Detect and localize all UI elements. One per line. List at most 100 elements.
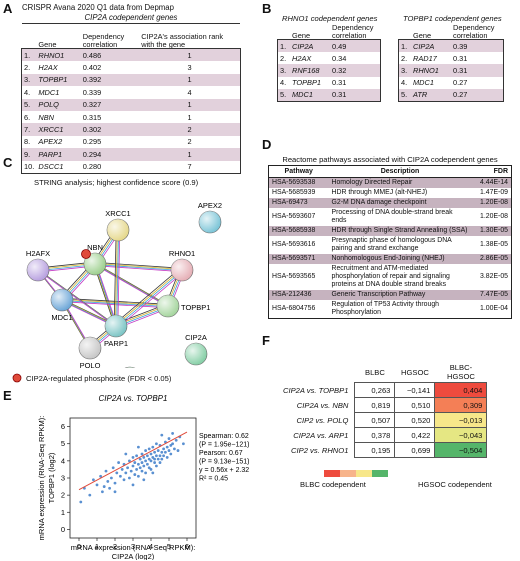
pathway-id: HSA-5693565 — [272, 273, 316, 280]
pathway-id: HSA-5693571 — [272, 255, 316, 262]
scatter-point — [160, 450, 164, 454]
panel-b-letter: B — [262, 1, 272, 16]
x-tick-label: 6 — [185, 542, 189, 551]
hgsoc-value: 0,422 — [394, 427, 436, 443]
scatter-point — [169, 444, 173, 447]
legend-swatch — [340, 470, 356, 477]
network-node-label: NBN — [87, 243, 103, 252]
legend-swatch — [356, 470, 372, 477]
y-tick-label: 6 — [61, 422, 65, 431]
scatter-point — [169, 452, 173, 456]
dependency-correlation: 0.27 — [453, 90, 468, 100]
scatter-point — [182, 442, 185, 446]
blbc-value: 0,195 — [354, 442, 396, 458]
scatter-point — [115, 471, 119, 475]
dependency-correlation: 0.27 — [453, 78, 468, 88]
panel-a-subtitle: CIP2A codependent genes — [84, 13, 178, 22]
scatter-point — [88, 493, 92, 497]
gene-name: RAD17 — [413, 53, 437, 63]
scatter-point — [149, 468, 153, 471]
row-number: 4. — [280, 78, 287, 88]
phosphosite-marker — [81, 249, 91, 259]
panel-b-right-table: Gene Dependency correlation 1. CIP2A 0.39 2… — [398, 23, 504, 102]
scatter-point — [160, 433, 164, 437]
panel-d-header-description: Description — [328, 165, 472, 178]
scatter-point — [174, 438, 178, 442]
gene-name: DSCC1 — [38, 162, 64, 172]
x-axis-label: CIP2A (log2) — [112, 552, 155, 560]
panel-a-row: 5. POLQ 0.327 1 — [22, 98, 240, 111]
row-number: 5. — [24, 100, 31, 110]
scatter-point — [165, 456, 169, 459]
gene-name: H2AX — [38, 63, 58, 73]
network-node-label: CIP2A — [185, 333, 207, 342]
stat-line: Spearman: 0.62 — [199, 433, 249, 440]
panel-c-letter: C — [3, 155, 13, 170]
pathway-fdr: 3.82E-05 — [480, 273, 508, 280]
row-number: 8. — [24, 137, 31, 147]
dependency-correlation: 0.34 — [332, 53, 347, 63]
network-edge — [116, 230, 119, 327]
y-tick-label: 2 — [61, 491, 65, 500]
y-tick-label: 0 — [61, 525, 65, 534]
network-node-label: TOPBP1 — [181, 303, 210, 312]
association-rank: 1 — [187, 112, 192, 122]
panel-a-row: 4. MDC1 0.339 4 — [22, 86, 240, 98]
network-node-highlight — [27, 259, 49, 281]
network-edge — [113, 267, 181, 325]
scatter-point — [151, 456, 155, 459]
blbc-value: 0,819 — [354, 397, 396, 413]
network-node-highlight — [199, 211, 221, 233]
panel-b-row: 2. H2AX 0.34 — [278, 52, 380, 64]
dependency-correlation: 0.31 — [453, 65, 468, 75]
scatter-point — [104, 469, 108, 473]
scatter-point — [142, 464, 146, 468]
panel-d-header-fdr: FDR — [471, 165, 512, 178]
panel-b-row: 5. MDC1 0.31 — [278, 88, 380, 101]
scatter-point — [131, 456, 135, 459]
network-node-highlight — [185, 343, 207, 365]
network-edge — [115, 269, 182, 326]
scatter-point — [176, 449, 180, 452]
scatter-point — [155, 442, 158, 446]
row-number: 6. — [24, 112, 31, 122]
scatter-point — [173, 447, 176, 451]
scatter-point — [153, 461, 157, 464]
scatter-point — [124, 452, 128, 456]
network-node-highlight — [107, 219, 129, 241]
panel-f-header-blbc: BLBC — [365, 367, 385, 377]
gene-name: MDC1 — [413, 78, 434, 88]
dependency-correlation: 0.302 — [82, 125, 102, 135]
panel-b-row: 4. MDC1 0.27 — [399, 77, 503, 89]
panel-a-row: 8. APEX2 0.295 2 — [22, 136, 240, 148]
pathway-fdr: 1.20E-08 — [480, 199, 508, 206]
network-edge — [95, 264, 183, 271]
pathway-description: G2-M DNA damage checkpoint — [331, 199, 427, 206]
pathway-description: HDR through Single Strand Annealing (SSA… — [331, 227, 468, 234]
row-number: 4. — [24, 87, 31, 97]
pathway-id: HSA-5693607 — [272, 213, 316, 220]
pathway-id: HSA-5693538 — [272, 179, 316, 186]
scatter-point — [79, 500, 83, 504]
scatter-point — [153, 450, 157, 454]
regression-line — [78, 431, 188, 491]
association-rank: 1 — [187, 50, 192, 60]
reactome-row: HSA-5693571 Nonhomologous End-Joining (NH… — [268, 254, 512, 264]
row-number: 4. — [401, 78, 408, 88]
pathway-description: Processing of DNA double-strand break en… — [331, 209, 453, 224]
dependency-correlation: 0.31 — [453, 53, 468, 63]
panel-b-right-header-corr: Dependency correlation — [453, 23, 495, 40]
panel-f-letter: F — [262, 333, 270, 348]
pathway-id: HSA-5685939 — [272, 189, 316, 196]
pathway-description: Presynaptic phase of homologous DNA pair… — [331, 237, 452, 252]
panel-b-left-title: RHNO1 codependent genes — [282, 14, 378, 23]
network-edge — [96, 265, 170, 309]
association-rank: 7 — [187, 162, 192, 172]
x-tick-label: 4 — [149, 542, 153, 551]
panel-a-header-rank: CIP2A's association rank with the gene — [141, 32, 224, 49]
x-axis-label: mRNA expression (RNA-Seq RPKM): — [71, 543, 196, 552]
scatter-point — [158, 454, 162, 458]
scatter-point — [122, 478, 126, 482]
scatter-point — [140, 469, 144, 473]
panel-c-legend: CIP2A-regulated phosphosite (FDR < 0.05) — [26, 374, 172, 383]
